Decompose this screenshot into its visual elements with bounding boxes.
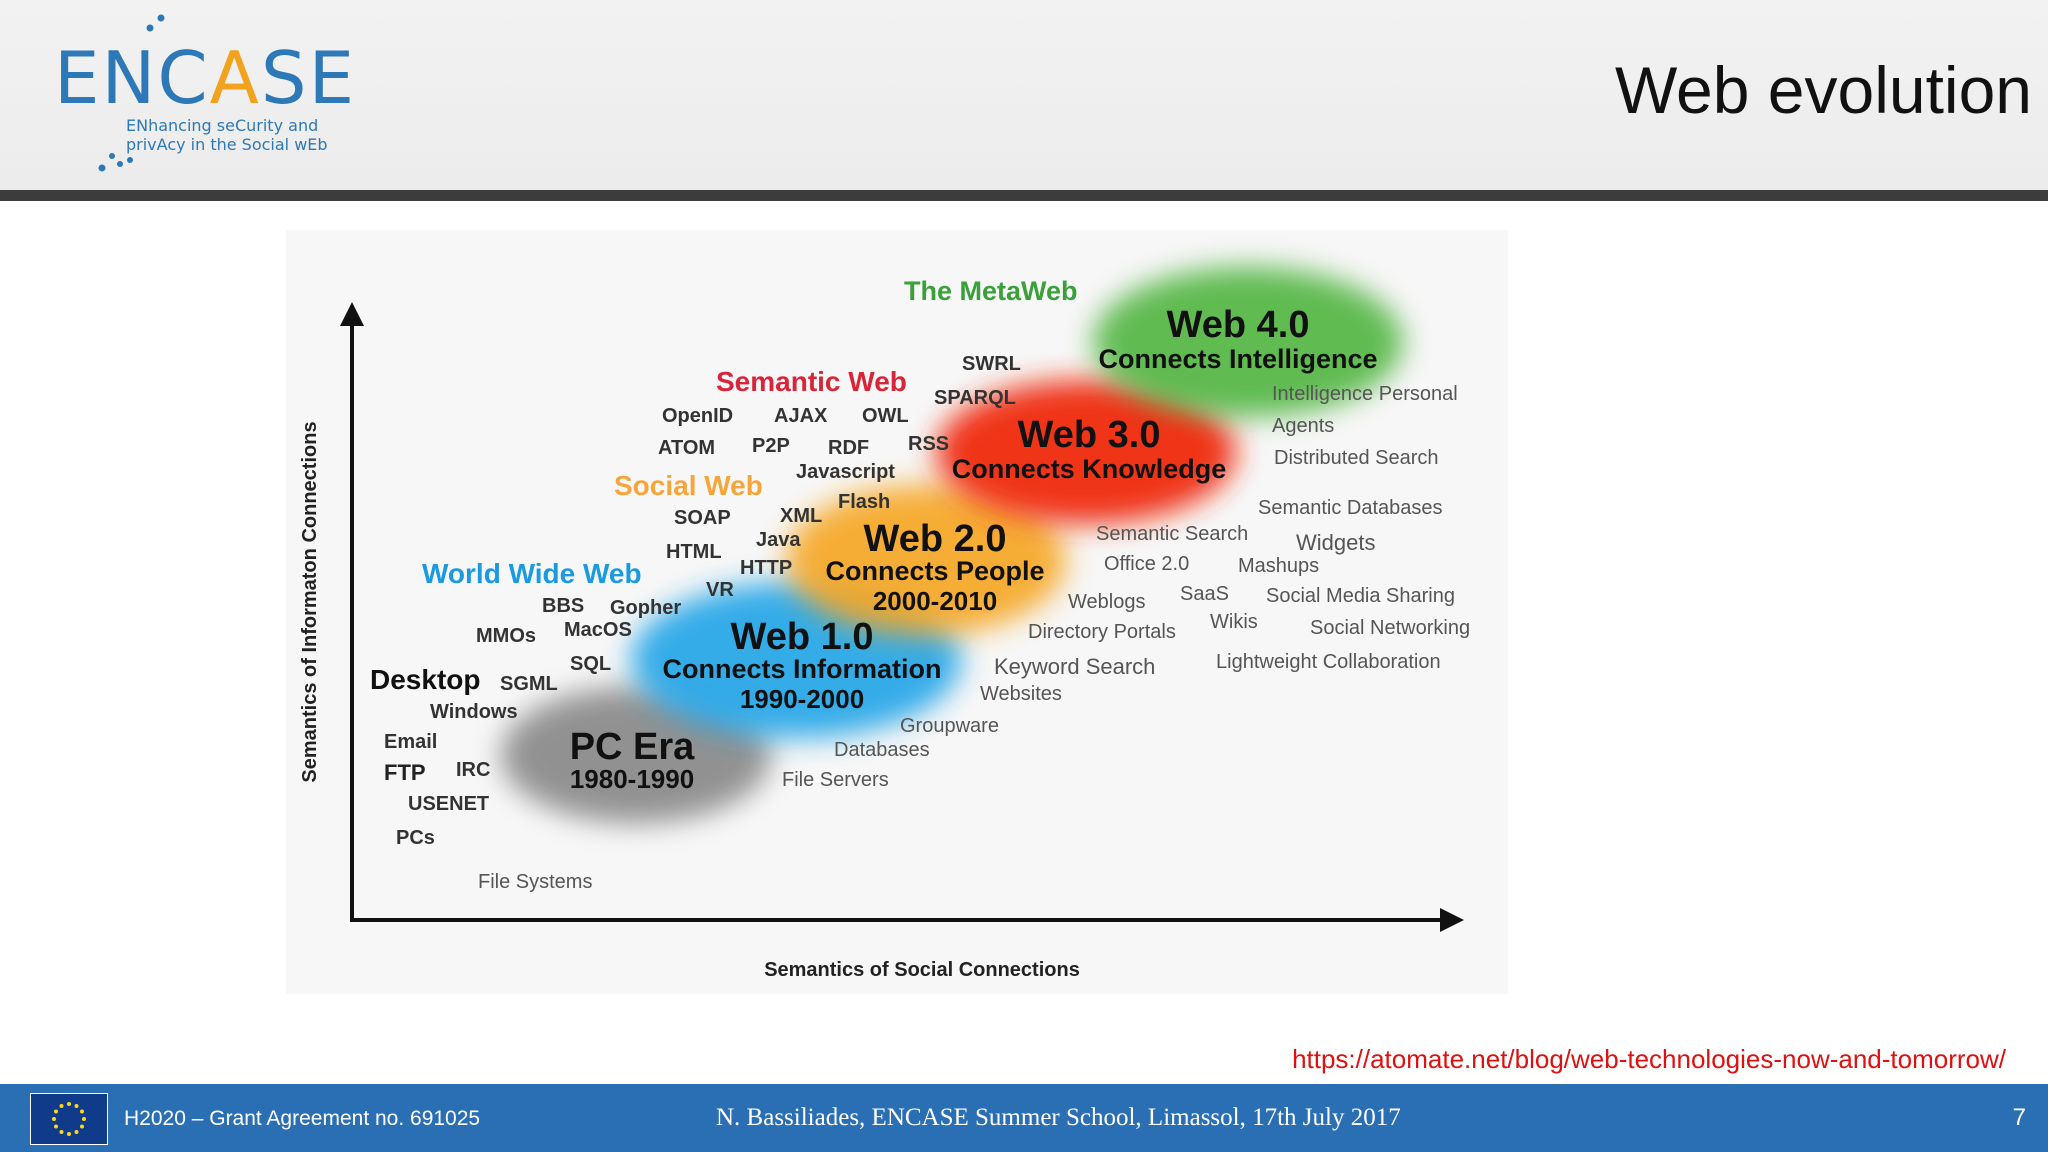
term-xml: XML bbox=[780, 505, 823, 527]
eu-stars-graphic bbox=[52, 1102, 86, 1136]
term-semantic-search: Semantic Search bbox=[1096, 523, 1249, 545]
term-vr: VR bbox=[706, 579, 734, 601]
term-bbs: BBS bbox=[542, 595, 585, 617]
logo-dots-graphic bbox=[98, 14, 165, 172]
term-websites: Websites bbox=[980, 683, 1062, 705]
term-sparql: SPARQL bbox=[934, 387, 1016, 409]
source-link[interactable]: https://atomate.net/blog/web-technologie… bbox=[1292, 1044, 2006, 1074]
web3-blob bbox=[936, 380, 1236, 524]
term-html: HTML bbox=[666, 541, 722, 563]
slide-header: ENCASE ENhancing seCurity and privAcy in… bbox=[0, 0, 2048, 190]
term-file-servers: File Servers bbox=[782, 769, 889, 791]
term-office20: Office 2.0 bbox=[1104, 553, 1190, 575]
term-soap: SOAP bbox=[674, 507, 731, 529]
term-owl: OWL bbox=[862, 405, 909, 427]
term-databases: Databases bbox=[834, 739, 930, 761]
term-lightweight-collaboration: Lightweight Collaboration bbox=[1216, 651, 1441, 673]
term-intelligence-personal: Intelligence Personal bbox=[1272, 383, 1458, 405]
www-label: World Wide Web bbox=[422, 558, 642, 589]
event-info: N. Bassiliades, ENCASE Summer School, Li… bbox=[716, 1104, 1401, 1131]
web2-subtitle: Connects People bbox=[825, 556, 1045, 586]
pc-era-years: 1980-1990 bbox=[569, 764, 695, 794]
term-social-media-sharing: Social Media Sharing bbox=[1266, 585, 1455, 607]
x-axis-label: Semantics of Social Connections bbox=[764, 959, 1080, 981]
term-atom: ATOM bbox=[658, 437, 716, 459]
logo-tagline: ENhancing seCurity and privAcy in the So… bbox=[126, 116, 328, 154]
page-number: 7 bbox=[2012, 1104, 2026, 1131]
x-axis-arrow bbox=[1440, 908, 1464, 932]
logo-wordmark: ENCASE bbox=[54, 36, 357, 120]
web2-title: Web 2.0 bbox=[863, 518, 1007, 560]
term-social-networking: Social Networking bbox=[1310, 617, 1471, 639]
term-http: HTTP bbox=[740, 557, 793, 579]
term-semantic-databases: Semantic Databases bbox=[1258, 497, 1443, 519]
eu-flag-icon bbox=[30, 1093, 108, 1145]
logo-tagline-line1: ENhancing seCurity and bbox=[126, 116, 319, 135]
web1-years: 1990-2000 bbox=[739, 684, 865, 714]
term-widgets: Widgets bbox=[1296, 530, 1376, 555]
slide-footer: H2020 – Grant Agreement no. 691025 N. Ba… bbox=[0, 1084, 2048, 1152]
term-rdf: RDF bbox=[828, 437, 870, 459]
term-directory-portals: Directory Portals bbox=[1028, 621, 1176, 643]
desktop-label: Desktop bbox=[370, 664, 481, 695]
web4-subtitle: Connects Intelligence bbox=[1098, 344, 1378, 374]
y-axis-arrow bbox=[340, 302, 364, 326]
term-openid: OpenID bbox=[662, 405, 734, 427]
web3-title: Web 3.0 bbox=[1017, 414, 1161, 456]
term-usenet: USENET bbox=[408, 793, 490, 815]
term-irc: IRC bbox=[456, 759, 491, 781]
term-windows: Windows bbox=[430, 701, 518, 723]
term-swrl: SWRL bbox=[962, 353, 1021, 375]
metaweb-label: The MetaWeb bbox=[904, 276, 1078, 306]
header-divider bbox=[0, 190, 2048, 201]
web4-blob bbox=[1093, 267, 1403, 417]
web1-subtitle: Connects Information bbox=[662, 654, 942, 684]
web2-years: 2000-2010 bbox=[872, 586, 998, 616]
web3-subtitle: Connects Knowledge bbox=[951, 454, 1227, 484]
social-web-label: Social Web bbox=[614, 470, 763, 501]
term-file-systems: File Systems bbox=[478, 871, 593, 893]
term-agents: Agents bbox=[1272, 415, 1335, 437]
term-mashups: Mashups bbox=[1238, 555, 1320, 577]
encase-logo: ENCASE ENhancing seCurity and privAcy in… bbox=[40, 8, 370, 178]
term-javascript: Javascript bbox=[796, 461, 895, 483]
term-pcs: PCs bbox=[396, 827, 435, 849]
term-groupware: Groupware bbox=[900, 715, 999, 737]
term-gopher: Gopher bbox=[610, 597, 682, 619]
term-mmos: MMOs bbox=[476, 625, 536, 647]
web-evolution-diagram: Semantics of Informaton Connections Sema… bbox=[286, 230, 1508, 994]
term-macos: MacOS bbox=[564, 619, 632, 641]
term-saas: SaaS bbox=[1180, 583, 1229, 605]
term-java: Java bbox=[756, 529, 801, 551]
term-keyword-search: Keyword Search bbox=[994, 654, 1156, 679]
pc-era-title: PC Era bbox=[569, 726, 695, 768]
term-weblogs: Weblogs bbox=[1068, 591, 1146, 613]
term-flash: Flash bbox=[838, 491, 891, 513]
web4-title: Web 4.0 bbox=[1166, 304, 1310, 346]
logo-keyhole-icon: A bbox=[209, 36, 261, 120]
grant-agreement: H2020 – Grant Agreement no. 691025 bbox=[124, 1107, 481, 1130]
term-email: Email bbox=[384, 731, 438, 753]
term-wikis: Wikis bbox=[1210, 611, 1258, 633]
y-axis-label: Semantics of Informaton Connections bbox=[299, 421, 321, 783]
term-rss: RSS bbox=[908, 433, 950, 455]
logo-tagline-line2: privAcy in the Social wEb bbox=[126, 135, 328, 154]
term-sql: SQL bbox=[570, 653, 612, 675]
term-ftp: FTP bbox=[384, 760, 426, 785]
web2-blob bbox=[786, 485, 1066, 635]
term-distributed-search: Distributed Search bbox=[1274, 447, 1439, 469]
term-ajax: AJAX bbox=[774, 405, 828, 427]
web1-title: Web 1.0 bbox=[730, 616, 874, 658]
term-sgml: SGML bbox=[500, 673, 558, 695]
term-p2p: P2P bbox=[752, 435, 790, 457]
page-title: Web evolution bbox=[1614, 53, 2032, 127]
semantic-web-label: Semantic Web bbox=[716, 366, 907, 397]
diagram-graphics bbox=[340, 267, 1464, 932]
